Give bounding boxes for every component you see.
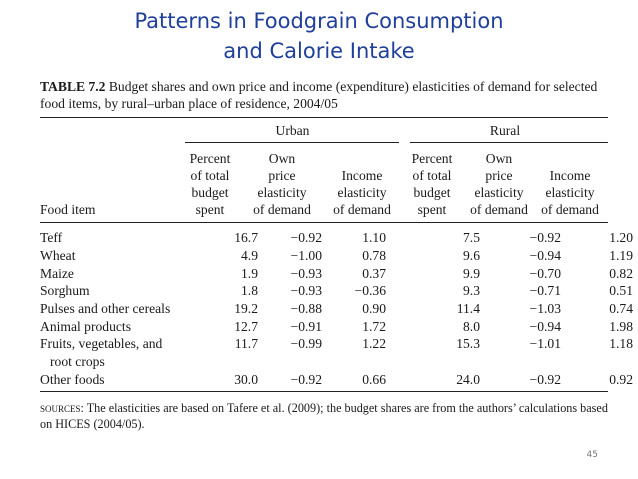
sources-text: The elasticities are based on Tafere et … (40, 401, 608, 431)
cell-u-pct: 16.7 (234, 230, 258, 245)
cell-r-pct: 9.3 (463, 283, 480, 298)
slide-title: Patterns in Foodgrain Consumption and Ca… (0, 6, 638, 66)
cell-r-inc: 1.98 (609, 319, 633, 334)
cell-u-pct: 30.0 (234, 372, 258, 387)
cell-u-own: −0.92 (290, 372, 322, 387)
cell-r-own: −0.71 (529, 283, 561, 298)
food-item-label: Teff (40, 230, 63, 245)
table-caption-label: TABLE 7.2 (40, 79, 106, 94)
header-urban-own-price: Own price elasticity of demand (253, 151, 311, 217)
sources-label: sources: (40, 401, 84, 415)
cell-r-own: −0.70 (529, 266, 561, 281)
cell-u-own: −1.00 (290, 248, 322, 263)
header-food-item: Food item (40, 202, 96, 217)
food-item-label: Fruits, vegetables, and (40, 336, 163, 351)
table-row: Maize 1.9 −0.93 0.37 9.9 −0.70 0.82 (40, 266, 633, 284)
cell-u-own: −0.99 (290, 336, 322, 351)
cell-u-pct: 19.2 (234, 301, 258, 316)
header-urban-income: Income elasticity of demand (333, 168, 391, 217)
cell-r-own: −0.94 (529, 319, 561, 334)
cell-u-inc: 0.78 (362, 248, 386, 263)
food-item-label: Sorghum (40, 283, 90, 298)
cell-u-pct: 4.9 (241, 248, 258, 263)
table-top-rule (40, 117, 608, 118)
food-item-label: Maize (40, 266, 74, 281)
table-row: Wheat 4.9 −1.00 0.78 9.6 −0.94 1.19 (40, 248, 633, 266)
cell-u-pct: 1.8 (241, 283, 258, 298)
cell-u-inc: 1.10 (362, 230, 386, 245)
cell-r-pct: 24.0 (456, 372, 480, 387)
group-rule-rural (410, 142, 608, 143)
cell-r-pct: 11.4 (456, 301, 480, 316)
cell-r-inc: 1.19 (609, 248, 633, 263)
header-urban-percent: Percent of total budget spent (189, 151, 231, 217)
table-bottom-rule (40, 391, 608, 392)
food-item-label: Animal products (40, 319, 131, 334)
food-item-label: Wheat (40, 248, 76, 263)
cell-r-inc: 0.74 (609, 301, 633, 316)
page-number: 45 (586, 450, 598, 460)
table-row: Pulses and other cereals 19.2 −0.88 0.90 11.… (40, 301, 633, 319)
cell-u-inc: 0.90 (362, 301, 386, 316)
cell-r-own: −0.92 (529, 230, 561, 245)
header-rural-percent: Percent of total budget spent (411, 151, 453, 217)
group-header-urban: Urban (275, 123, 310, 138)
food-item-label: Other foods (40, 372, 105, 387)
table-sources-note: sources: The elasticities are based on T… (40, 400, 610, 432)
cell-u-inc: 1.72 (362, 319, 386, 334)
cell-r-own: −1.03 (529, 301, 561, 316)
food-item-label: Pulses and other cereals (40, 301, 171, 316)
cell-r-pct: 7.5 (463, 230, 480, 245)
cell-r-inc: 0.92 (609, 372, 633, 387)
cell-r-own: −0.94 (529, 248, 561, 263)
header-rural-own-price: Own price elasticity of demand (470, 151, 528, 217)
cell-r-inc: 0.82 (609, 266, 633, 281)
table-caption: TABLE 7.2 Budget shares and own price an… (40, 78, 610, 112)
table-row: Animal products 12.7 −0.91 1.72 8.0 −0.94 1.98 (40, 319, 633, 337)
cell-u-inc: 0.66 (362, 372, 386, 387)
table-row: Teff 16.7 −0.92 1.10 7.5 −0.92 1.20 (40, 230, 633, 248)
cell-u-inc: 0.37 (362, 266, 386, 281)
table-row: Fruits, vegetables, and root crops 11.7 −0.… (40, 336, 633, 369)
cell-r-pct: 8.0 (463, 319, 480, 334)
cell-u-own: −0.91 (290, 319, 322, 334)
cell-u-own: −0.93 (290, 283, 322, 298)
group-header-rural: Rural (489, 123, 521, 138)
slide-title-line-2: and Calorie Intake (223, 39, 415, 63)
cell-r-inc: 1.20 (609, 230, 633, 245)
cell-u-own: −0.93 (290, 266, 322, 281)
cell-u-inc: 1.22 (362, 336, 386, 351)
cell-u-pct: 1.9 (241, 266, 258, 281)
food-item-label-continued: root crops (50, 354, 105, 369)
cell-r-pct: 15.3 (456, 336, 480, 351)
cell-u-own: −0.88 (290, 301, 322, 316)
table-caption-text: Budget shares and own price and income (… (40, 79, 598, 111)
cell-r-own: −0.92 (529, 372, 561, 387)
cell-u-inc: −0.36 (354, 283, 386, 298)
table-row: Sorghum 1.8 −0.93 −0.36 9.3 −0.71 0.51 (40, 283, 633, 301)
cell-r-pct: 9.6 (463, 248, 480, 263)
cell-u-own: −0.92 (290, 230, 322, 245)
table-row: Other foods 30.0 −0.92 0.66 24.0 −0.92 0.92 (40, 372, 633, 390)
cell-r-own: −1.01 (529, 336, 561, 351)
header-rural-income: Income elasticity of demand (541, 168, 599, 217)
cell-r-inc: 0.51 (609, 283, 633, 298)
cell-r-inc: 1.18 (609, 336, 633, 351)
cell-r-pct: 9.9 (463, 266, 480, 281)
cell-u-pct: 12.7 (234, 319, 258, 334)
slide-title-line-1: Patterns in Foodgrain Consumption (134, 9, 504, 33)
group-rule-urban (185, 142, 399, 143)
header-bottom-rule (40, 222, 608, 223)
cell-u-pct: 11.7 (234, 336, 258, 351)
